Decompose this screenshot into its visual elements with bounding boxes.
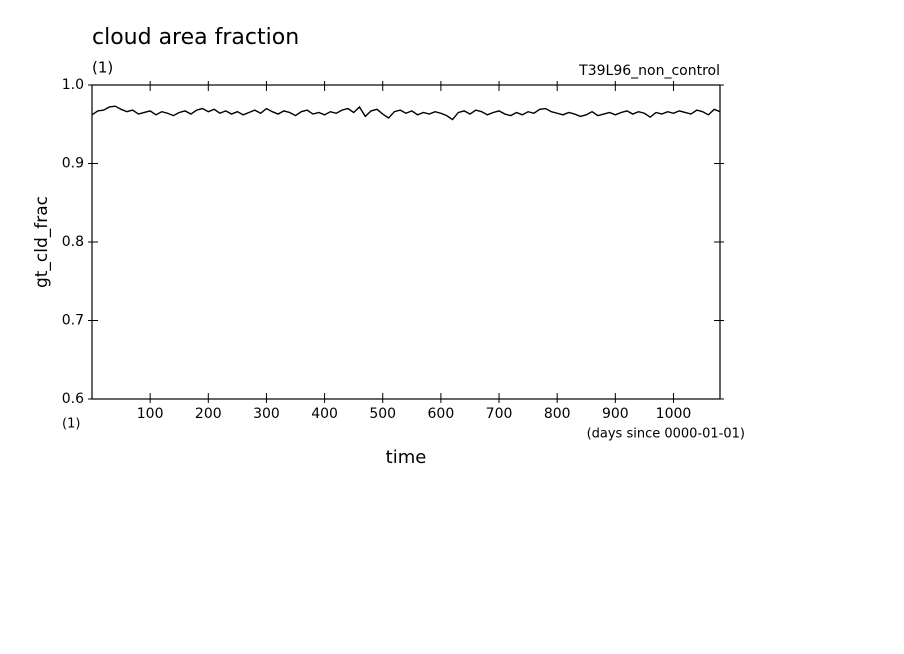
x-tick-label: 800 xyxy=(544,406,571,422)
x-tick-label: 600 xyxy=(428,406,455,422)
x-tick-label: 300 xyxy=(253,406,280,422)
x-tick-label: 900 xyxy=(602,406,629,422)
x-tick-label: 500 xyxy=(369,406,396,422)
x-axis-label: time xyxy=(386,447,427,468)
x-tick-label: 700 xyxy=(486,406,513,422)
x-note: (days since 0000-01-01) xyxy=(587,427,745,442)
x-units: (1) xyxy=(62,417,80,432)
experiment: T39L96_non_control xyxy=(578,63,720,79)
x-tick-label: 100 xyxy=(137,406,164,422)
x-tick-label: 400 xyxy=(311,406,338,422)
y-tick-label: 0.6 xyxy=(62,391,84,407)
chart-title: cloud area fraction xyxy=(92,25,299,50)
y-tick-label: 0.9 xyxy=(62,156,84,172)
y-axis-label: gt_cld_frac xyxy=(32,196,52,288)
units: (1) xyxy=(92,59,113,77)
x-tick-label: 1000 xyxy=(656,406,692,422)
y-tick-label: 0.7 xyxy=(62,313,84,329)
y-tick-label: 0.8 xyxy=(62,234,84,250)
data-line xyxy=(91,105,721,121)
x-tick-label: 200 xyxy=(195,406,222,422)
y-tick-label: 1.0 xyxy=(62,77,84,93)
